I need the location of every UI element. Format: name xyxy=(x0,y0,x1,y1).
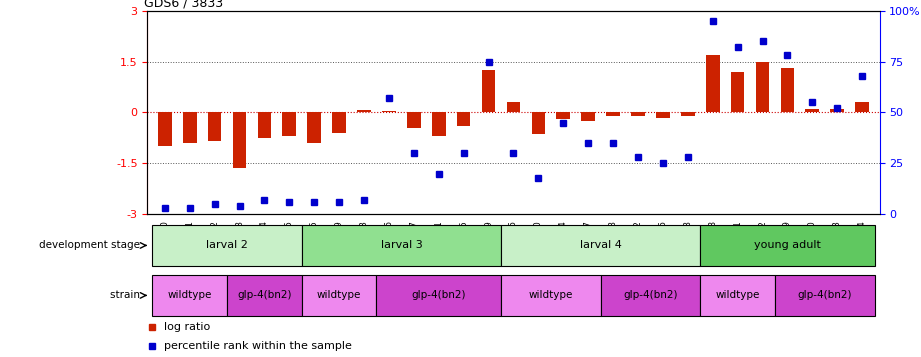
Text: larval 2: larval 2 xyxy=(206,240,248,251)
Bar xyxy=(730,72,744,112)
Bar xyxy=(775,275,875,316)
Bar xyxy=(233,112,246,169)
Bar xyxy=(283,112,297,136)
Bar xyxy=(302,275,377,316)
Text: glp-4(bn2): glp-4(bn2) xyxy=(624,290,678,301)
Text: strain: strain xyxy=(110,290,143,301)
Text: larval 4: larval 4 xyxy=(579,240,622,251)
Bar xyxy=(806,109,819,112)
Bar xyxy=(705,55,719,112)
Text: wildtype: wildtype xyxy=(168,290,212,301)
Bar xyxy=(357,110,371,112)
Text: GDS6 / 3833: GDS6 / 3833 xyxy=(144,0,223,10)
Bar xyxy=(581,112,595,121)
Bar xyxy=(432,112,446,136)
Bar xyxy=(631,112,645,116)
Text: wildtype: wildtype xyxy=(317,290,361,301)
Text: glp-4(bn2): glp-4(bn2) xyxy=(412,290,466,301)
Bar xyxy=(507,102,520,112)
Bar xyxy=(600,275,700,316)
Bar xyxy=(606,112,620,116)
Bar xyxy=(302,225,501,266)
Bar xyxy=(556,112,570,119)
Bar xyxy=(183,112,196,143)
Text: young adult: young adult xyxy=(754,240,821,251)
Bar xyxy=(382,111,396,112)
Bar xyxy=(831,109,844,112)
Text: wildtype: wildtype xyxy=(529,290,573,301)
Text: glp-4(bn2): glp-4(bn2) xyxy=(798,290,852,301)
Bar xyxy=(531,112,545,135)
Bar xyxy=(700,225,875,266)
Bar xyxy=(501,225,700,266)
Bar xyxy=(856,102,869,112)
Bar xyxy=(781,69,794,112)
Bar xyxy=(308,112,321,143)
Bar xyxy=(157,112,171,146)
Text: wildtype: wildtype xyxy=(716,290,760,301)
Bar xyxy=(755,62,769,112)
Text: glp-4(bn2): glp-4(bn2) xyxy=(238,290,292,301)
Bar xyxy=(501,275,600,316)
Bar xyxy=(227,275,302,316)
Bar xyxy=(152,225,302,266)
Bar xyxy=(700,275,775,316)
Bar xyxy=(681,112,694,116)
Bar xyxy=(258,112,272,138)
Bar xyxy=(377,275,501,316)
Text: log ratio: log ratio xyxy=(164,322,210,332)
Text: development stage: development stage xyxy=(39,240,143,251)
Bar xyxy=(656,112,670,117)
Bar xyxy=(457,112,471,126)
Text: larval 3: larval 3 xyxy=(380,240,422,251)
Bar xyxy=(407,112,421,128)
Bar xyxy=(482,70,495,112)
Text: percentile rank within the sample: percentile rank within the sample xyxy=(164,341,352,351)
Bar xyxy=(152,275,227,316)
Bar xyxy=(208,112,221,141)
Bar xyxy=(332,112,346,133)
